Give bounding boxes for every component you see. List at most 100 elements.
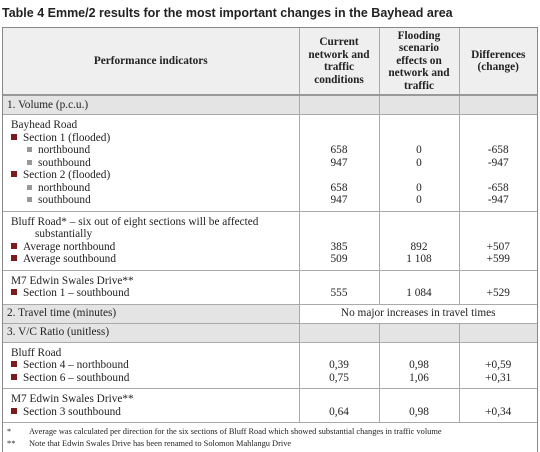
row-label: Average northbound	[3, 241, 299, 254]
label-text: Section 4 – northbound	[23, 359, 129, 371]
table-title: Table 4 Emme/2 results for the most impo…	[2, 6, 453, 20]
value-cell	[458, 341, 537, 359]
label-text: southbound	[38, 194, 91, 206]
data-row: Section 3 southbound 0,64 0,98 +0,34	[3, 405, 537, 422]
section-row: 3. V/C Ratio (unitless)	[3, 322, 537, 343]
value-cell	[378, 341, 459, 359]
section-cell	[378, 94, 459, 115]
square-marker	[11, 133, 17, 140]
row-label: Section 6 – southbound	[3, 372, 299, 389]
value-cell: 0	[378, 144, 459, 157]
column-header: Current network and traffic conditions	[298, 28, 379, 96]
data-row: northbound 658 0 -658	[3, 181, 537, 195]
value-cell: -658	[458, 144, 537, 157]
value-cell: 0,39	[298, 359, 379, 372]
value-cell: 0	[378, 194, 459, 211]
value-cell: 0	[378, 156, 459, 169]
small-square-marker	[27, 147, 32, 152]
data-row: M7 Edwin Swales Drive**	[3, 388, 537, 406]
value-cell	[298, 131, 379, 144]
row-label: northbound	[3, 182, 299, 195]
row-label: M7 Edwin Swales Drive**	[3, 388, 299, 406]
row-label: southbound	[3, 157, 299, 170]
small-square-marker	[27, 197, 32, 202]
value-cell: 0,98	[378, 405, 459, 422]
value-cell	[378, 131, 459, 144]
value-cell	[298, 341, 379, 359]
value-cell	[378, 210, 459, 241]
data-row: Section 4 – northbound 0,39 0,98 +0,59	[3, 359, 537, 372]
value-cell	[378, 269, 459, 287]
footnote-mark: **	[7, 439, 16, 448]
value-cell	[458, 114, 537, 132]
square-marker	[11, 407, 17, 414]
section-note: No major increases in travel times	[298, 303, 537, 324]
value-cell	[458, 131, 537, 144]
column-header: Differences (change)	[458, 28, 537, 96]
section-row: 2. Travel time (minutes) No major increas…	[3, 303, 537, 324]
value-cell: 947	[298, 194, 379, 211]
value-cell: 385	[298, 240, 379, 253]
data-row: Section 2 (flooded)	[3, 169, 537, 182]
section-title: 3. V/C Ratio (unitless)	[3, 322, 299, 343]
label-text: Average southbound	[23, 253, 116, 265]
value-cell	[378, 114, 459, 132]
data-row: Section 1 (flooded)	[3, 131, 537, 145]
square-marker	[11, 289, 17, 295]
footnotes: * Average was calculated per direction fo…	[3, 422, 537, 452]
label-text: Section 6 – southbound	[23, 371, 130, 384]
data-row: Average northbound 385 892 +507	[3, 240, 537, 254]
small-square-marker	[27, 159, 32, 165]
small-square-marker	[27, 184, 32, 190]
data-row: Bayhead Road	[3, 114, 537, 132]
label-text: Section 3 southbound	[23, 405, 121, 418]
value-cell: 1 084	[378, 287, 459, 304]
label-text: northbound	[38, 144, 91, 156]
data-row: northbound 658 0 -658	[3, 144, 537, 157]
footnote-text: Note that Edwin Swales Drive has been re…	[29, 439, 292, 448]
value-cell: 1 108	[378, 253, 459, 270]
data-row: southbound 947 0 -947	[3, 156, 537, 170]
data-row: southbound 947 0 -947	[3, 194, 537, 211]
row-label: Bluff Road* – six out of eight sections …	[3, 210, 299, 241]
value-cell	[458, 169, 537, 182]
label-text: Section 1 (flooded)	[23, 131, 111, 144]
value-cell: +0,59	[458, 359, 537, 372]
value-cell: 0,75	[298, 371, 379, 389]
value-cell	[298, 269, 379, 287]
section-cell	[378, 322, 459, 343]
value-cell: 0,64	[298, 405, 379, 422]
data-row: Section 6 – southbound 0,75 1,06 +0,31	[3, 371, 537, 389]
row-label: Section 2 (flooded)	[3, 169, 299, 182]
value-cell	[458, 269, 537, 287]
footnote-mark: *	[7, 427, 12, 436]
row-label: Section 4 – northbound	[3, 359, 299, 372]
value-cell	[298, 114, 379, 132]
label-text: M7 Edwin Swales Drive**	[11, 274, 134, 287]
label-text: Section 1 – southbound	[23, 287, 130, 299]
value-cell: 892	[378, 240, 459, 253]
section-cell	[458, 94, 537, 115]
row-label: Section 1 (flooded)	[3, 132, 299, 145]
label-text: Average northbound	[23, 240, 116, 253]
square-marker	[11, 373, 17, 380]
label-text: Bluff Road	[11, 346, 62, 359]
section-cell	[298, 322, 379, 343]
value-cell: -947	[458, 194, 537, 211]
data-row: Bluff Road	[3, 341, 537, 359]
value-cell: +0,31	[458, 371, 537, 389]
label-text: northbound	[38, 181, 91, 194]
value-cell: +599	[458, 253, 537, 270]
label-text: M7 Edwin Swales Drive**	[11, 393, 134, 405]
label-text: Section 2 (flooded)	[23, 169, 111, 181]
table-box: Performance indicators Current network an…	[2, 27, 538, 452]
footnote: * Average was calculated per direction fo…	[3, 426, 537, 438]
value-cell: 509	[298, 253, 379, 270]
column-header: Performance indicators	[3, 28, 299, 96]
value-cell: 1,06	[378, 371, 459, 389]
value-cell	[458, 210, 537, 241]
row-label: southbound	[3, 194, 299, 211]
value-cell	[298, 169, 379, 182]
data-row: Bluff Road* – six out of eight sections …	[3, 210, 537, 241]
